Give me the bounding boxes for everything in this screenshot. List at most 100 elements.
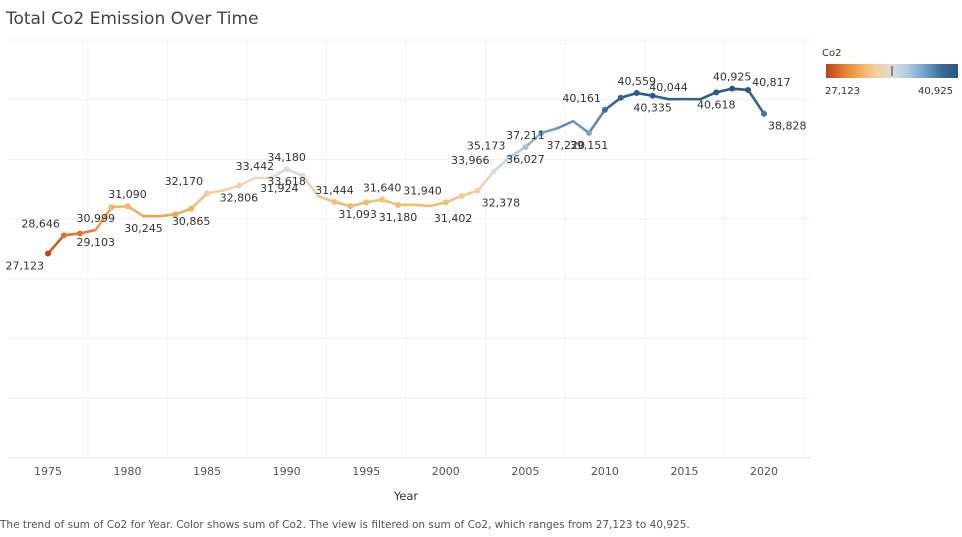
data-point[interactable] — [188, 205, 195, 212]
data-label: 30,865 — [172, 215, 211, 228]
data-label: 33,618 — [267, 175, 306, 188]
x-tick-label: 1985 — [193, 465, 221, 478]
data-point[interactable] — [538, 130, 545, 137]
line-segment — [476, 170, 495, 193]
data-label: 37,211 — [506, 129, 545, 142]
x-tick-label: 2020 — [750, 465, 778, 478]
legend-max-label: 40,925 — [918, 86, 953, 97]
data-point[interactable] — [331, 198, 338, 205]
data-label: 31,940 — [403, 184, 442, 197]
grid-lines — [8, 39, 810, 459]
line-segment — [189, 191, 209, 211]
data-label: 32,170 — [165, 175, 204, 188]
data-point[interactable] — [299, 172, 306, 179]
line-segment — [301, 174, 320, 198]
data-label: 31,090 — [108, 188, 147, 201]
data-label: 31,180 — [379, 211, 418, 224]
data-label: 40,044 — [649, 81, 688, 94]
data-label: 31,640 — [363, 182, 402, 195]
line-segment — [571, 119, 591, 135]
data-point[interactable] — [745, 86, 752, 93]
line-segment — [746, 88, 766, 116]
data-point[interactable] — [729, 85, 736, 92]
legend-color-ramp — [826, 64, 958, 78]
x-tick-label: 2015 — [670, 465, 698, 478]
data-point[interactable] — [522, 144, 529, 151]
line-segment — [94, 205, 113, 232]
data-label: 29,103 — [76, 236, 115, 249]
data-point[interactable] — [713, 89, 720, 96]
x-tick-label: 2000 — [432, 465, 460, 478]
x-tick-label: 1980 — [114, 465, 142, 478]
data-point[interactable] — [601, 106, 608, 113]
data-point[interactable] — [45, 250, 51, 257]
data-point[interactable] — [124, 203, 131, 210]
x-tick-label: 1990 — [273, 465, 301, 478]
data-label: 32,806 — [220, 192, 259, 205]
data-point[interactable] — [204, 190, 211, 197]
data-point[interactable] — [108, 204, 115, 211]
data-labels: 27,123 28,646 30,999 29,103 31,090 30,245 30,8… — [6, 71, 807, 273]
data-point[interactable] — [458, 192, 465, 199]
data-label: 31,444 — [315, 184, 354, 197]
data-point[interactable] — [379, 196, 386, 203]
data-label: 28,646 — [21, 217, 60, 230]
line-segment — [492, 156, 511, 174]
chart-title: Total Co2 Emission Over Time — [6, 9, 259, 29]
data-label: 40,161 — [562, 92, 601, 105]
data-label: 35,173 — [467, 139, 506, 152]
x-axis-ticks: 1975 1980 1985 1990 1995 2000 2005 2010 2015 2020 — [34, 465, 778, 478]
data-label: 40,618 — [697, 98, 736, 111]
data-label: 30,999 — [76, 212, 115, 225]
data-label: 31,924 — [260, 182, 299, 195]
line-segment — [412, 203, 432, 208]
data-label: 31,093 — [338, 208, 377, 221]
line-segment — [126, 204, 145, 218]
data-label: 40,817 — [752, 76, 791, 89]
data-point[interactable] — [363, 199, 370, 206]
line-segment — [587, 108, 607, 135]
data-point[interactable] — [474, 187, 481, 194]
data-point[interactable] — [60, 232, 67, 239]
line-segment — [555, 119, 575, 130]
color-legend: Co2 27,123 40,925 — [822, 48, 962, 97]
legend-title: Co2 — [822, 48, 842, 59]
data-label: 40,925 — [713, 71, 752, 84]
x-tick-label: 1995 — [352, 465, 380, 478]
x-tick-label: 1975 — [34, 465, 62, 478]
data-label: 32,378 — [482, 197, 520, 210]
legend-min-label: 27,123 — [825, 86, 860, 97]
data-point[interactable] — [442, 199, 449, 206]
data-point[interactable] — [617, 94, 624, 101]
x-axis-label: Year — [393, 489, 419, 503]
data-label: 39,151 — [570, 139, 609, 152]
data-point[interactable] — [649, 92, 656, 99]
x-tick-label: 2005 — [511, 465, 539, 478]
line-segment — [508, 145, 527, 159]
data-point[interactable] — [347, 203, 354, 210]
data-label: 31,402 — [434, 212, 473, 225]
line-segment — [269, 167, 288, 180]
data-point[interactable] — [283, 166, 290, 173]
data-point[interactable] — [585, 129, 592, 136]
data-label: 30,245 — [124, 222, 163, 235]
data-point[interactable] — [172, 211, 179, 218]
data-point[interactable] — [490, 168, 497, 175]
data-point[interactable] — [506, 154, 513, 161]
data-point[interactable] — [395, 202, 402, 209]
x-tick-label: 2010 — [591, 465, 619, 478]
data-label: 34,180 — [267, 151, 306, 164]
data-label: 40,559 — [617, 75, 656, 88]
data-label: 40,335 — [633, 102, 672, 115]
data-points — [45, 85, 767, 257]
data-point[interactable] — [633, 90, 640, 97]
line-segment — [524, 131, 543, 149]
data-label: 27,123 — [6, 260, 45, 273]
data-point[interactable] — [761, 110, 767, 117]
data-point[interactable] — [235, 182, 242, 189]
line-segment — [603, 96, 623, 112]
data-label: 37,220 — [546, 139, 585, 152]
data-point[interactable] — [76, 230, 83, 237]
chart-caption: The trend of sum of Co2 for Year. Color … — [0, 519, 690, 531]
